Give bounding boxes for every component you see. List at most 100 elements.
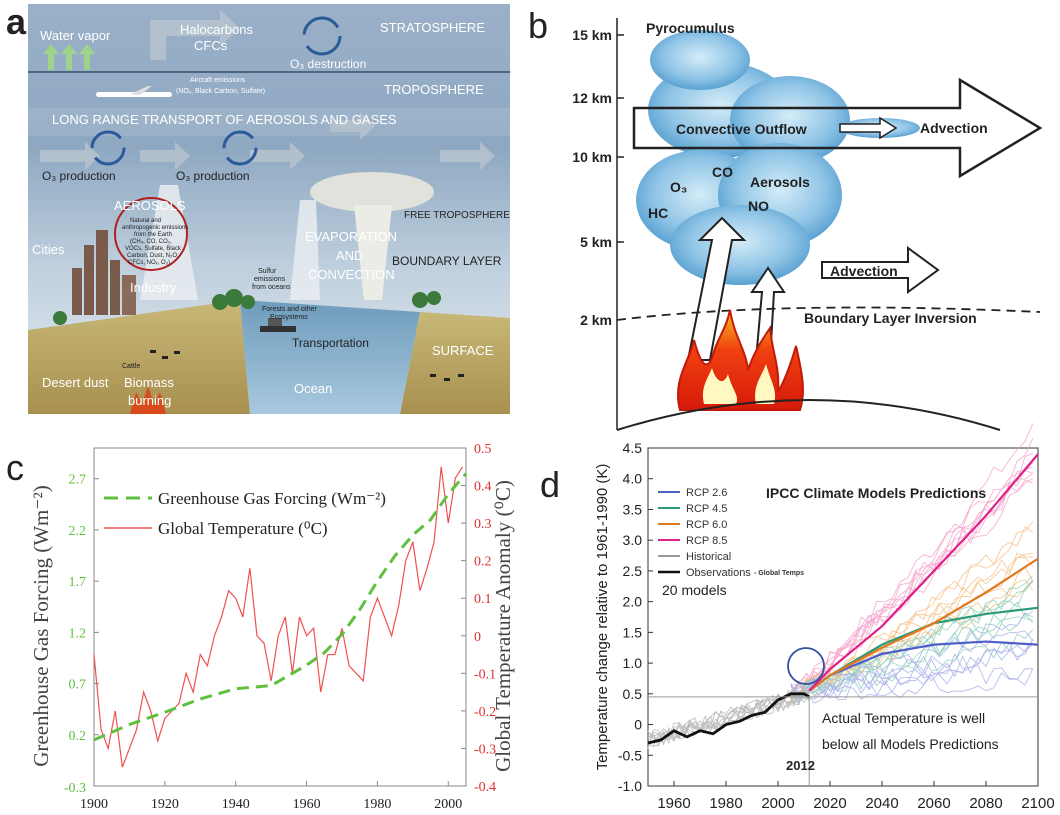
observations-line <box>647 692 810 745</box>
left-y-axis: 0.2 0.7 1.2 1.7 2.2 2.7 -0.3 <box>64 473 99 796</box>
x-tick-label: 2000 <box>434 797 462 812</box>
emissions-line-6: Carbon, Dust, N₂O, <box>127 253 179 259</box>
historical-model-line <box>647 694 810 741</box>
fire-icon <box>677 309 804 411</box>
y-right-tick-label: -0.1 <box>474 667 496 682</box>
advection-arrow <box>821 246 940 294</box>
label-boundary-inversion: Boundary Layer Inversion <box>804 310 977 326</box>
label-water-vapor: Water vapor <box>40 28 111 43</box>
legend-label-observations: Observations <box>686 567 751 579</box>
panel-d-letter: d <box>540 464 560 505</box>
label-free-troposphere: FREE TROPOSPHERE <box>404 210 510 221</box>
panel-a: a Water vapor Halocarbons CFCs STRATOSPH… <box>6 1 510 414</box>
chemical-transformation-icon <box>222 130 258 166</box>
series-c <box>93 466 468 768</box>
fire-icon <box>130 386 166 414</box>
boundary-inversion-line <box>616 306 1041 321</box>
chemical-transformation-icon <box>90 130 126 166</box>
label-cfcs: CFCs <box>194 38 228 53</box>
rcp-8-5-line <box>808 453 1039 692</box>
y-tick-label: 2.5 <box>623 563 643 579</box>
city-skyline-icon <box>72 230 136 315</box>
ensemble-line <box>790 612 1034 704</box>
altitude-10km: 10 km <box>572 149 612 165</box>
emissions-line-4: (CH₄, CO, CO₂, <box>130 239 172 245</box>
y-tick-label: 3.0 <box>623 532 643 548</box>
y-right-tick-label: 0.4 <box>474 480 492 495</box>
label-cattle: Cattle <box>122 363 140 370</box>
y-left-tick-label: -0.3 <box>64 781 86 796</box>
panel-d: d -1.0 -0.5 0 0.5 1.0 1.5 2.0 2.5 3.0 3.5 4.0 4.5 1… <box>540 423 1055 812</box>
label-o3: O₃ <box>670 179 687 195</box>
x-tick-label: 2000 <box>761 795 794 812</box>
y-right-tick-label: 0.5 <box>474 442 492 457</box>
series-d <box>647 453 1039 745</box>
x-tick-label: 2020 <box>813 795 846 812</box>
emissions-circle <box>114 197 188 271</box>
pyrocumulus-cloud <box>636 30 920 285</box>
ensemble-line <box>790 462 1034 702</box>
panel-c: c 0.20.71.21.72.22.7-0.3 -0.4-0.3-0.2-0.… <box>6 442 515 812</box>
y-right-tick-label: -0.2 <box>474 705 496 720</box>
label-aerosols: AEROSOLS <box>114 198 186 213</box>
outflow-arrow <box>632 77 1043 179</box>
ocean-area <box>240 300 420 414</box>
ylabel-left-c: Greenhouse Gas Forcing (Wm⁻²) <box>29 485 53 767</box>
annotation-line-2: below all Models Predictions <box>822 736 999 752</box>
ensemble-line <box>790 438 1034 696</box>
x-tick-label: 1960 <box>293 797 321 812</box>
x-tick-label: 2060 <box>917 795 950 812</box>
y-right-tick-label: 0.2 <box>474 555 492 570</box>
ensemble-line <box>790 575 1034 698</box>
legend-label-temperature: Global Temperature (⁰C) <box>158 519 328 538</box>
ylabel-d: Temperature change relative to 1961-1990… <box>594 464 611 771</box>
altitude-15km: 15 km <box>572 27 612 43</box>
label-o3-production-2: O₃ production <box>176 169 250 183</box>
altitude-5km: 5 km <box>580 234 612 250</box>
legend-label-rcp26: RCP 2.6 <box>686 487 727 499</box>
land-left <box>28 300 250 414</box>
label-sulfur-3: from oceans <box>252 284 291 291</box>
legend-label-forcing: Greenhouse Gas Forcing (Wm⁻²) <box>158 489 386 508</box>
legend-c: Greenhouse Gas Forcing (Wm⁻²) Global Tem… <box>104 489 386 538</box>
panel-b: b 15 km 12 km 10 km 5 km 2 km Pyro <box>528 5 1043 431</box>
label-stratosphere: STRATOSPHERE <box>380 20 485 35</box>
rcp-6-0-line <box>808 557 1039 692</box>
label-biomass: Biomass <box>124 375 174 390</box>
x-axis: 1900 1920 1940 1960 1980 2000 <box>80 781 462 812</box>
historical-model-line <box>647 692 810 748</box>
legend-label-rcp45: RCP 4.5 <box>686 503 727 515</box>
reference-lines <box>648 696 1038 786</box>
ensemble-line <box>790 629 1034 700</box>
y-axis-d: -1.0 -0.5 0 0.5 1.0 1.5 2.0 2.5 3.0 3.5 4.0 4.5 <box>618 440 653 794</box>
x-axis-d: 1960 1980 2000 2020 2040 2060 2080 2100 <box>657 781 1055 812</box>
ensemble-line <box>790 526 1034 700</box>
y-tick-label: -1.0 <box>618 778 642 794</box>
y-left-tick-label: 2.7 <box>69 473 87 488</box>
x-tick-label: 1960 <box>657 795 690 812</box>
y-right-tick-label: 0.1 <box>474 592 492 607</box>
y-right-tick-label: 0 <box>474 630 481 645</box>
label-advection-mid: Advection <box>830 263 898 279</box>
label-ocean: Ocean <box>294 381 332 396</box>
label-cities: Cities <box>32 242 65 257</box>
label-and: AND <box>336 248 363 263</box>
label-advection-top: Advection <box>920 120 988 136</box>
x-tick-label: 1900 <box>80 797 108 812</box>
x-tick-label: 2080 <box>969 795 1002 812</box>
legend-note-global-temps: - Global Temps <box>754 570 804 577</box>
label-desert-dust: Desert dust <box>42 375 109 390</box>
emissions-line-7: CFCs, NOₓ, O₃) <box>128 260 170 266</box>
panel-a-letter: a <box>6 1 27 42</box>
label-convection: CONVECTION <box>308 267 395 282</box>
label-long-range-transport: LONG RANGE TRANSPORT OF AEROSOLS AND GAS… <box>52 112 397 127</box>
label-o3-production-1: O₃ production <box>42 169 116 183</box>
legend-label-rcp60: RCP 6.0 <box>686 519 727 531</box>
y-tick-label: -0.5 <box>618 747 642 763</box>
ensemble-line <box>790 579 1034 702</box>
annotation-line-1: Actual Temperature is well <box>822 710 985 726</box>
label-aerosols-b: Aerosols <box>750 174 810 190</box>
models-count-label: 20 models <box>662 582 727 598</box>
label-no: NO <box>748 198 769 214</box>
y-tick-label: 0 <box>634 717 642 733</box>
